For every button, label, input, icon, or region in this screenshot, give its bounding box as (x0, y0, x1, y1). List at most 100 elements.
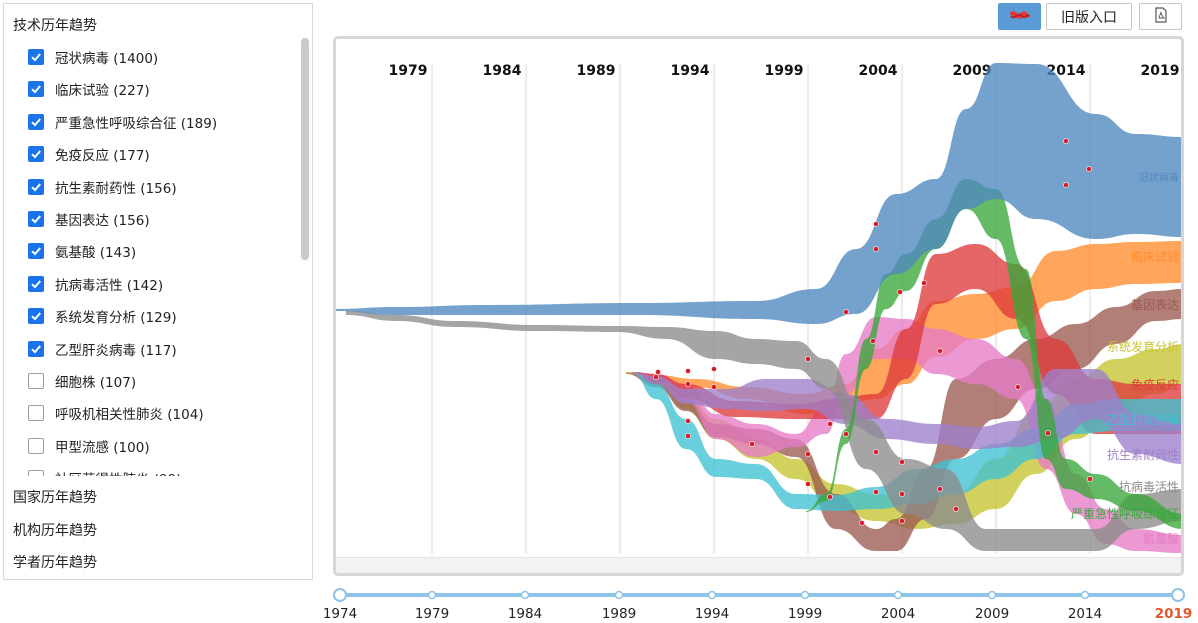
event-dot[interactable] (827, 494, 833, 500)
tech-item[interactable]: 社区获得性肺炎 (99) (28, 466, 182, 476)
tech-item[interactable]: 免疫反应 (177) (28, 142, 150, 166)
event-dot[interactable] (685, 381, 691, 387)
checkbox-checked[interactable] (28, 340, 44, 357)
checkbox-checked[interactable] (28, 178, 44, 195)
event-dot[interactable] (921, 280, 927, 286)
event-dot[interactable] (843, 431, 849, 437)
timeline-year-label[interactable]: 1994 (694, 606, 730, 622)
event-dot[interactable] (711, 384, 717, 390)
section-scholar-trend[interactable]: 学者历年趋势 (13, 555, 97, 571)
checkbox-checked[interactable] (28, 211, 44, 227)
event-dot[interactable] (1063, 182, 1069, 188)
tech-item[interactable]: 临床试验 (227) (28, 77, 150, 101)
checkbox-unchecked[interactable] (28, 437, 44, 454)
tech-item[interactable]: 系统发育分析 (129) (28, 304, 177, 328)
series-label: 免疫反应 (1131, 377, 1179, 392)
list-scrollbar[interactable] (301, 38, 309, 260)
event-dot[interactable] (685, 368, 691, 374)
event-dot[interactable] (711, 366, 717, 372)
chart-horizontal-scrollbar[interactable] (336, 557, 1181, 573)
event-dot[interactable] (1045, 430, 1051, 436)
event-dot[interactable] (899, 518, 905, 524)
tech-item[interactable]: 氨基酸 (143) (28, 239, 136, 263)
event-dot[interactable] (953, 506, 959, 512)
tech-item[interactable]: 乙型肝炎病毒 (117) (28, 337, 177, 361)
event-dot[interactable] (899, 491, 905, 497)
timeline-year-label[interactable]: 1979 (414, 606, 450, 622)
event-dot[interactable] (873, 489, 879, 495)
event-dot[interactable] (937, 486, 943, 492)
pdf-export-button[interactable] (1139, 3, 1182, 30)
timeline-tick[interactable] (427, 590, 437, 600)
event-dot[interactable] (685, 433, 691, 439)
tech-item[interactable]: 冠状病毒 (1400) (28, 45, 158, 69)
tech-item[interactable]: 严重急性呼吸综合征 (189) (28, 110, 217, 134)
event-dot[interactable] (805, 481, 811, 487)
event-dot[interactable] (749, 441, 755, 447)
checkbox-checked[interactable] (28, 308, 44, 325)
event-dot[interactable] (897, 289, 903, 295)
stream-免疫反应[interactable] (632, 244, 1181, 434)
timeline-tick[interactable] (987, 590, 997, 600)
checkbox-checked[interactable] (28, 243, 44, 260)
tech-item[interactable]: 抗病毒活性 (142) (28, 272, 163, 296)
section-country-trend[interactable]: 国家历年趋势 (13, 490, 97, 506)
event-dot[interactable] (873, 221, 879, 227)
checkbox-unchecked[interactable] (28, 470, 44, 476)
event-dot[interactable] (870, 338, 876, 344)
section-tech-trend[interactable]: 技术历年趋势 (13, 18, 97, 34)
timeline-year-label[interactable]: 1984 (507, 606, 543, 622)
event-dot[interactable] (827, 421, 833, 427)
event-dot[interactable] (859, 520, 865, 526)
stream-抗病毒活性[interactable] (346, 311, 1181, 551)
event-dot[interactable] (685, 418, 691, 424)
tech-item[interactable]: 抗生素耐药性 (156) (28, 175, 177, 199)
event-dot[interactable] (805, 451, 811, 457)
event-dot[interactable] (655, 369, 661, 375)
timeline-tick[interactable] (707, 590, 717, 600)
event-dot[interactable] (1063, 138, 1069, 144)
timeline-year-label[interactable]: 2014 (1067, 606, 1103, 622)
event-dot[interactable] (653, 374, 659, 380)
timeline-tick[interactable] (520, 590, 530, 600)
checkbox-checked[interactable] (28, 146, 44, 163)
timeline-tick[interactable] (800, 590, 810, 600)
tech-item[interactable]: 细胞株 (107) (28, 369, 136, 393)
event-dot[interactable] (937, 348, 943, 354)
old-version-button[interactable]: 旧版入口 (1046, 3, 1132, 30)
checkbox-checked[interactable] (28, 275, 44, 292)
checkbox-checked[interactable] (28, 81, 44, 98)
event-dot[interactable] (899, 459, 905, 465)
tech-item[interactable]: 甲型流感 (100) (28, 434, 150, 458)
stream-乙型肝炎病毒[interactable] (632, 372, 1181, 511)
timeline-year-label[interactable]: 2019 (1154, 606, 1193, 622)
tech-item[interactable]: 基因表达 (156) (28, 207, 150, 231)
tech-item[interactable]: 呼吸机相关性肺炎 (104) (28, 401, 204, 425)
event-dot[interactable] (1015, 384, 1021, 390)
section-org-trend[interactable]: 机构历年趋势 (13, 523, 97, 539)
timeline-handle[interactable] (333, 588, 347, 602)
event-dot[interactable] (843, 309, 849, 315)
timeline-year-label[interactable]: 2009 (974, 606, 1010, 622)
tech-item-label: 抗生素耐药性 (156) (55, 180, 177, 197)
checkbox-unchecked[interactable] (28, 405, 44, 422)
event-dot[interactable] (873, 449, 879, 455)
event-dot[interactable] (805, 356, 811, 362)
event-dot[interactable] (1087, 476, 1093, 482)
timeline-year-label[interactable]: 1999 (787, 606, 823, 622)
checkbox-checked[interactable] (28, 113, 44, 130)
checkbox-checked[interactable] (28, 49, 44, 65)
timeline-tick[interactable] (1080, 590, 1090, 600)
event-dot[interactable] (1086, 166, 1092, 172)
timeline-tick[interactable] (614, 590, 624, 600)
timeline-handle[interactable] (1171, 588, 1185, 602)
stream-临床试验[interactable] (626, 241, 1181, 414)
stream-冠状病毒[interactable] (336, 63, 1181, 324)
timeline-year-label[interactable]: 1989 (601, 606, 637, 622)
checkbox-unchecked[interactable] (28, 373, 44, 389)
timeline-tick[interactable] (893, 590, 903, 600)
event-dot[interactable] (873, 246, 879, 252)
timeline-year-label[interactable]: 1974 (322, 606, 358, 622)
timeline-year-label[interactable]: 2004 (880, 606, 916, 622)
chart-view-button[interactable] (998, 3, 1041, 30)
